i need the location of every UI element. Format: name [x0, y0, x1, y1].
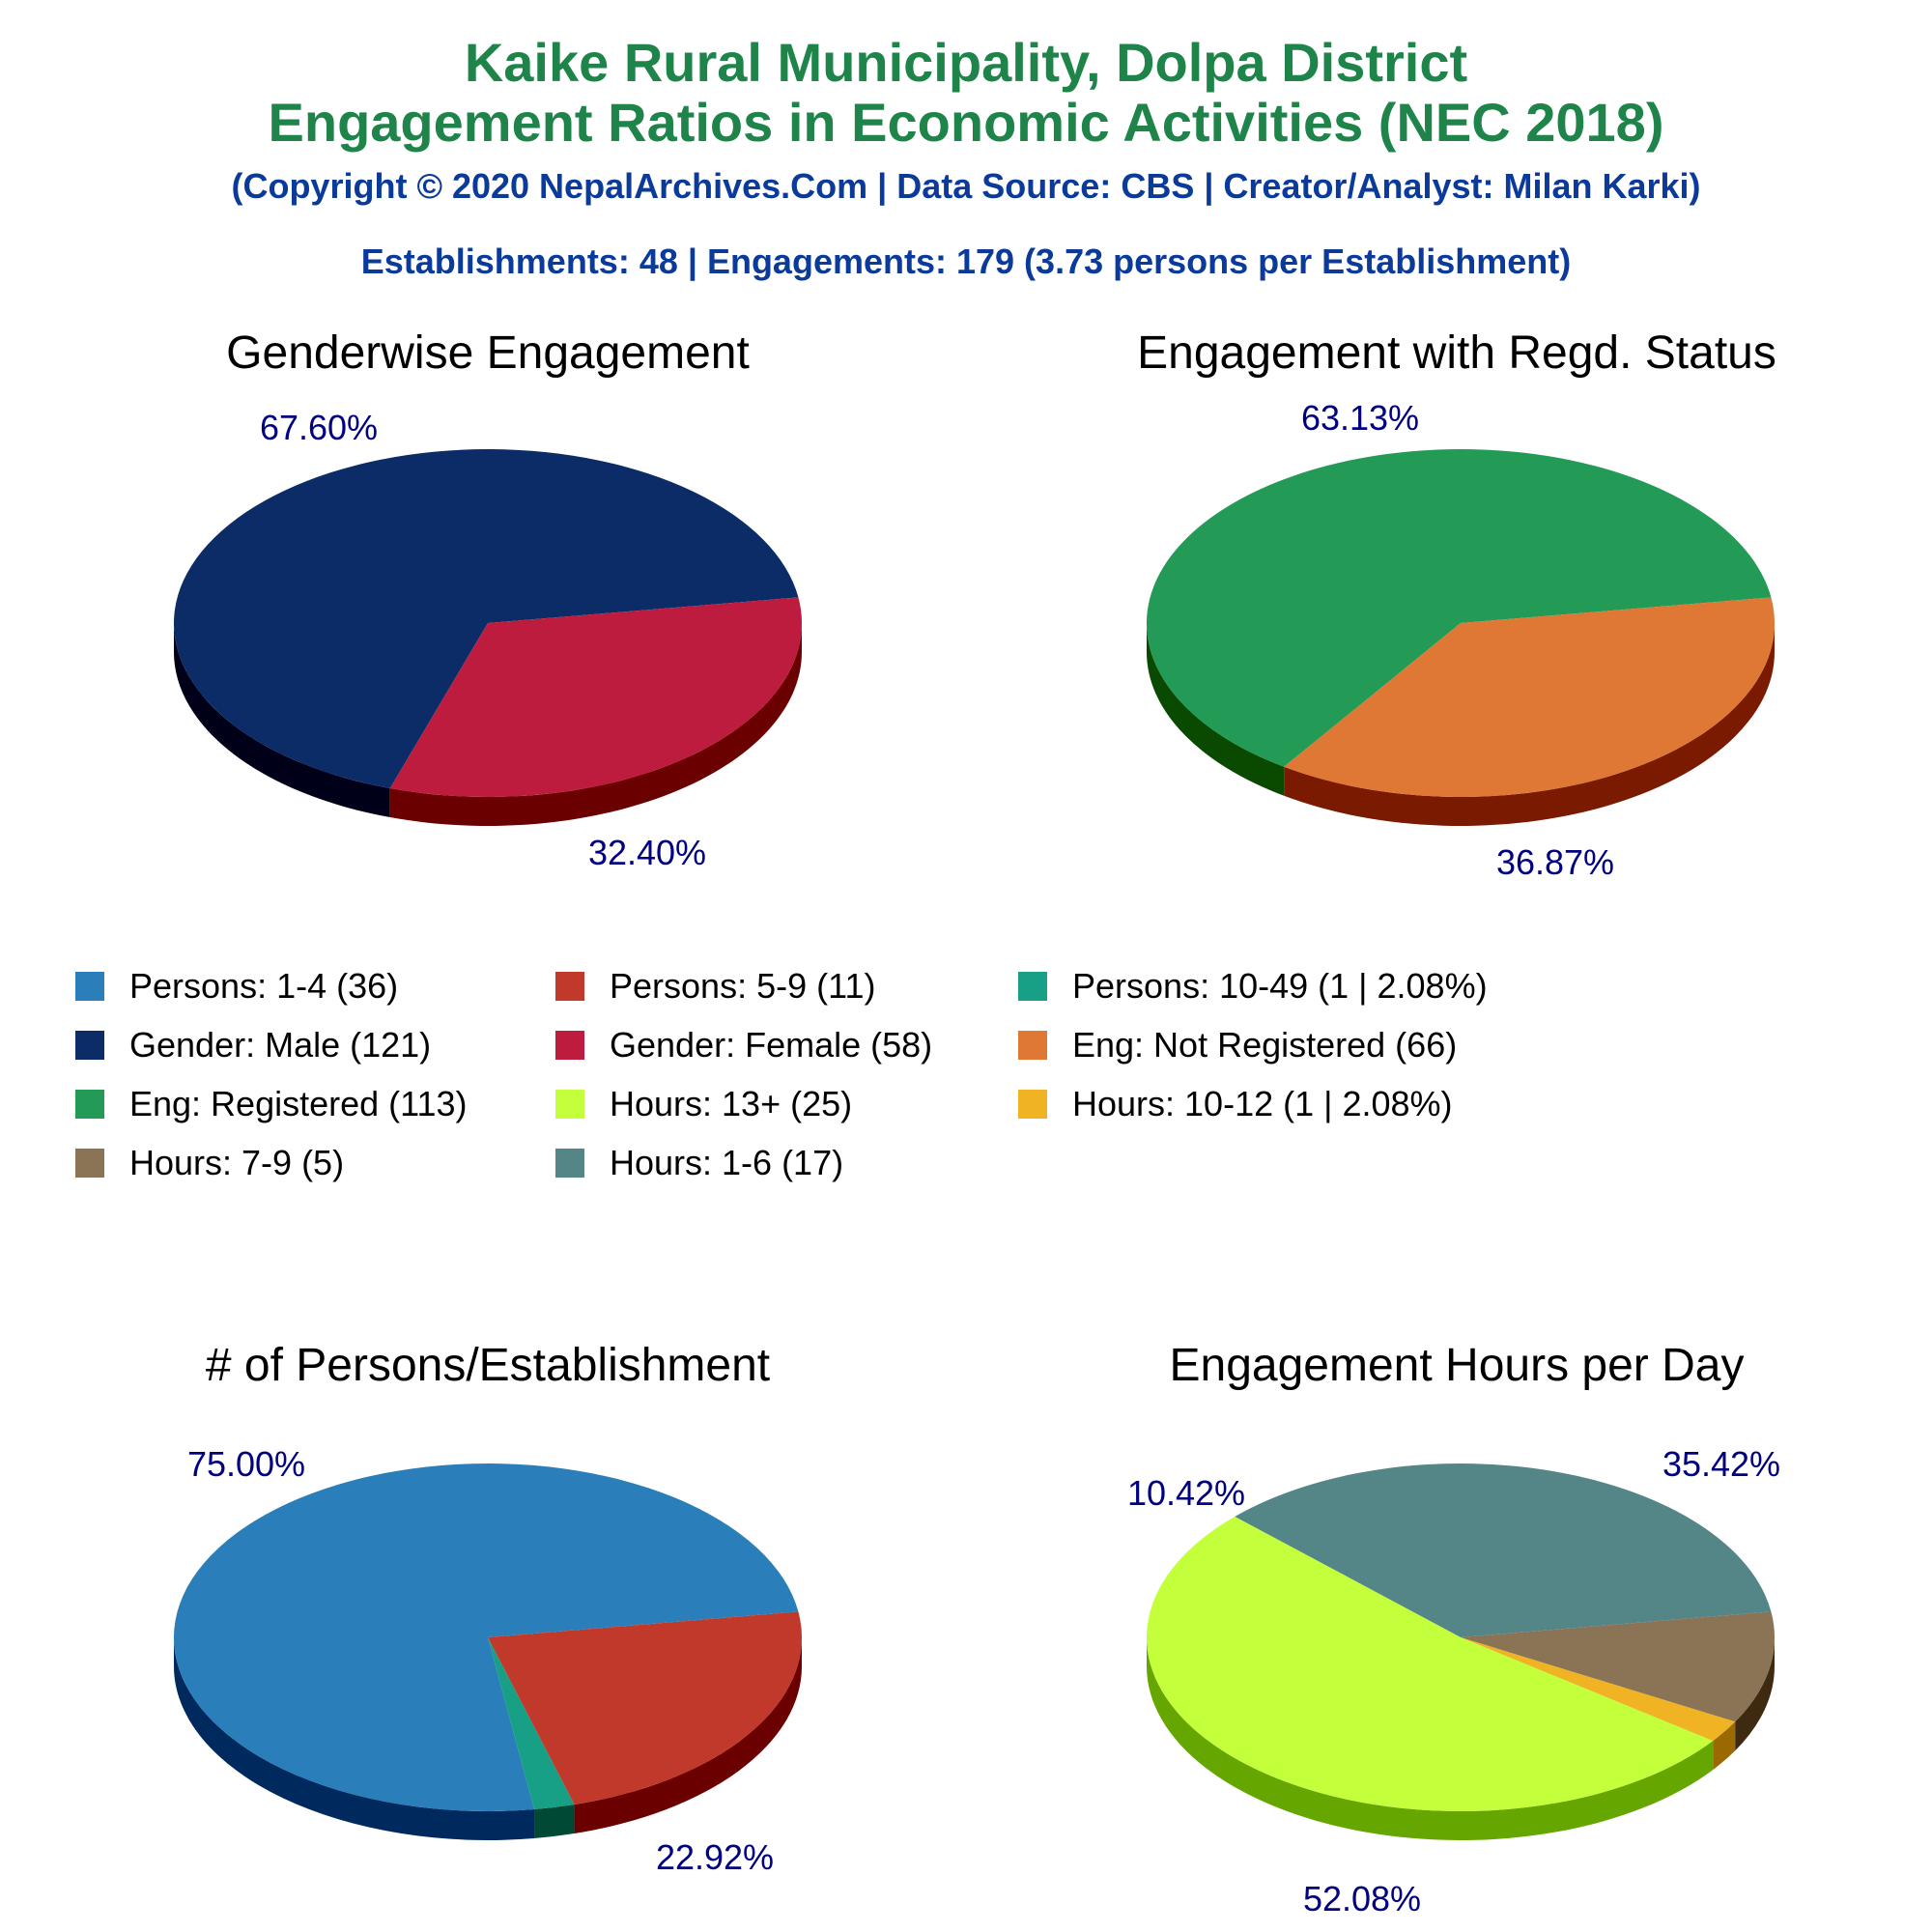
legend-label: Hours: 10-12 (1 | 2.08%)	[1072, 1084, 1453, 1123]
slice-percent-label: 67.60%	[260, 408, 378, 447]
pie-slice-eng-not-registered	[1284, 597, 1776, 797]
slice-percent-label: 35.42%	[1662, 1444, 1780, 1484]
legend-item-hours-13-plus: Hours: 13+ (25)	[555, 1084, 852, 1124]
chart-title-line-1: Kaike Rural Municipality, Dolpa District	[464, 32, 1468, 93]
pie-side-eng-not-registered	[1284, 623, 1775, 826]
pie-side-hours-10-12	[1713, 1721, 1736, 1771]
registration-chart-title: Engagement with Regd. Status	[1137, 327, 1776, 379]
pie-slice-gender-female	[389, 597, 802, 797]
legend-swatch	[75, 1090, 104, 1119]
legend-swatch	[555, 1031, 584, 1060]
legend-swatch	[555, 1090, 584, 1119]
pie-side-hours-13-	[1147, 1637, 1714, 1840]
legend-label: Hours: 13+ (25)	[610, 1084, 853, 1123]
pie-chart-2: 63.13% 36.87%	[1146, 398, 1776, 882]
legend-item-eng-registered: Eng: Registered (113)	[75, 1084, 468, 1124]
legend-item-hours-7-9: Hours: 7-9 (5)	[75, 1143, 344, 1183]
pie-side-eng-registered	[1147, 623, 1285, 796]
legend-label: Hours: 1-6 (17)	[610, 1143, 844, 1182]
pie-side-gender-male	[173, 623, 390, 818]
legend-item-hours-1-6: Hours: 1-6 (17)	[555, 1143, 843, 1183]
legend-label: Eng: Not Registered (66)	[1072, 1025, 1458, 1065]
legend-item-persons-1-4: Persons: 1-4 (36)	[75, 966, 398, 1007]
legend-item-persons-10-49: Persons: 10-49 (1 | 2.08%)	[1018, 966, 1488, 1007]
legend-swatch	[1018, 1090, 1047, 1119]
pie-chart-3: 75.00% 22.92%	[174, 1444, 803, 1877]
pie-side-persons-1-4	[174, 1637, 535, 1841]
pie-chart-1: 67.60% 32.40%	[173, 408, 802, 872]
legend-label: Persons: 1-4 (36)	[129, 966, 399, 1006]
pie-side-hours-7-9	[1735, 1637, 1775, 1751]
legend-item-gender-male: Gender: Male (121)	[75, 1025, 431, 1065]
pie-slice-hours-7-9	[1461, 1611, 1775, 1722]
legend-label: Gender: Female (58)	[610, 1025, 933, 1065]
slice-percent-label: 10.42%	[1127, 1473, 1245, 1513]
chart-title-line-2: Engagement Ratios in Economic Activities…	[268, 92, 1664, 153]
establishment-stats: Establishments: 48 | Engagements: 179 (3…	[360, 242, 1572, 281]
legend-swatch	[555, 1149, 584, 1178]
pie-slice-hours-1-6	[1235, 1463, 1772, 1637]
slice-percent-label: 75.00%	[187, 1444, 305, 1484]
pie-slice-eng-registered	[1146, 449, 1772, 767]
copyright-subtitle: (Copyright © 2020 NepalArchives.Com | Da…	[231, 166, 1701, 206]
legend-swatch	[75, 1031, 104, 1060]
pie-chart-4: 35.42% 52.08% 10.42%	[1127, 1444, 1780, 1918]
legend-swatch	[75, 1149, 104, 1178]
pie-slice-persons-10-49	[488, 1637, 575, 1810]
pie-slice-persons-1-4	[174, 1463, 799, 1811]
gender-chart-title: Genderwise Engagement	[226, 327, 750, 379]
slice-percent-label: 63.13%	[1301, 398, 1419, 438]
legend-item-gender-female: Gender: Female (58)	[555, 1025, 932, 1065]
legend-swatch	[75, 972, 104, 1001]
legend-item-hours-10-12: Hours: 10-12 (1 | 2.08%)	[1018, 1084, 1453, 1124]
pie-slice-hours-10-12	[1461, 1637, 1736, 1742]
pie-slice-gender-male	[174, 449, 799, 789]
legend-label: Persons: 10-49 (1 | 2.08%)	[1072, 966, 1488, 1006]
slice-percent-label: 52.08%	[1303, 1879, 1421, 1918]
legend-label: Persons: 5-9 (11)	[610, 966, 876, 1006]
pie-side-persons-10-49	[534, 1804, 575, 1839]
slice-percent-label: 36.87%	[1496, 842, 1614, 882]
legend-item-eng-not-registered: Eng: Not Registered (66)	[1018, 1025, 1457, 1065]
legend-item-persons-5-9: Persons: 5-9 (11)	[555, 966, 875, 1007]
legend-swatch	[1018, 1031, 1047, 1060]
slice-percent-label: 22.92%	[656, 1837, 774, 1877]
pie-side-persons-5-9	[574, 1637, 802, 1834]
slice-percent-label: 32.40%	[588, 833, 706, 872]
pie-side-gender-female	[389, 623, 802, 826]
legend-label: Eng: Registered (113)	[129, 1084, 468, 1123]
legend-label: Gender: Male (121)	[129, 1025, 432, 1065]
pie-slice-hours-13-	[1147, 1516, 1714, 1811]
legend-label: Hours: 7-9 (5)	[129, 1143, 345, 1182]
legend-swatch	[1018, 972, 1047, 1001]
legend-swatch	[555, 972, 584, 1001]
pie-slice-persons-5-9	[488, 1611, 803, 1805]
persons-chart-title: # of Persons/Establishment	[205, 1340, 771, 1391]
hours-chart-title: Engagement Hours per Day	[1169, 1340, 1745, 1391]
